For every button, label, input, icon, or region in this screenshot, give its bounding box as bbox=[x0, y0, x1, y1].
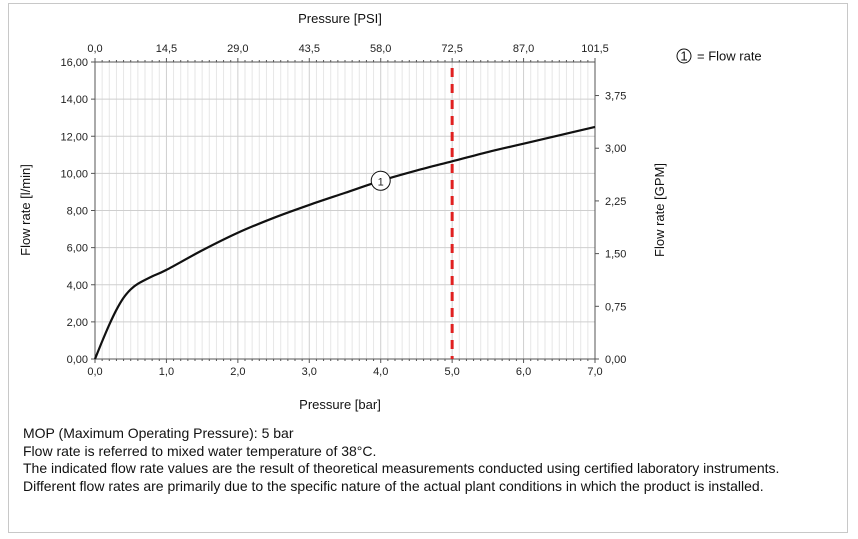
y-right-tick-label: 0,00 bbox=[605, 354, 626, 366]
bottom-axis-title: Pressure [bar] bbox=[299, 397, 381, 412]
x-top-tick-label: 0,0 bbox=[87, 43, 102, 55]
legend-text: = Flow rate bbox=[697, 49, 762, 64]
tick-labels: 0,0 1,0 2,0 3,0 4,0 5,0 6,0 7,0 0,0 14,5 29,0 43,5 5… bbox=[60, 43, 626, 378]
y-right-tick-label: 3,00 bbox=[605, 143, 626, 155]
top-axis-title: Pressure [PSI] bbox=[298, 11, 382, 26]
y-left-tick-label: 8,00 bbox=[67, 206, 88, 218]
y-right-tick-label: 0,75 bbox=[605, 301, 626, 313]
legend-marker bbox=[676, 48, 692, 64]
y-left-tick-label: 2,00 bbox=[67, 317, 88, 329]
x-bottom-tick-label: 4,0 bbox=[373, 366, 388, 378]
y-left-tick-label: 16,00 bbox=[60, 57, 88, 69]
x-bottom-tick-label: 1,0 bbox=[159, 366, 174, 378]
x-bottom-tick-label: 0,0 bbox=[87, 366, 102, 378]
y-right-tick-label: 2,25 bbox=[605, 196, 626, 208]
x-bottom-tick-label: 3,0 bbox=[302, 366, 317, 378]
note-plant-conditions: Different flow rates are primarily due t… bbox=[23, 477, 764, 494]
right-axis-title: Flow rate [GPM] bbox=[652, 163, 667, 257]
series-marker-label: 1 bbox=[378, 176, 384, 188]
axes bbox=[91, 58, 599, 363]
y-right-tick-label: 1,50 bbox=[605, 249, 626, 261]
flow-rate-series-line bbox=[93, 125, 596, 360]
x-top-tick-label: 58,0 bbox=[370, 43, 391, 55]
legend: 1 = Flow rate bbox=[676, 48, 762, 64]
chart-notes: MOP (Maximum Operating Pressure): 5 bar … bbox=[23, 425, 823, 495]
y-left-tick-label: 4,00 bbox=[67, 280, 88, 292]
series-marker-circle bbox=[370, 170, 391, 191]
x-bottom-tick-label: 7,0 bbox=[587, 366, 602, 378]
y-left-tick-label: 12,00 bbox=[60, 131, 88, 143]
flow-rate-chart: 1 0,0 1,0 2,0 3,0 4,0 5,0 6,0 7,0 0,0 14,5 29,0 43,… bbox=[18, 11, 762, 412]
note-mop: MOP (Maximum Operating Pressure): 5 bar bbox=[23, 425, 294, 441]
y-left-tick-label: 0,00 bbox=[67, 354, 88, 366]
grid bbox=[95, 62, 595, 359]
left-axis-title: Flow rate [l/min] bbox=[18, 164, 33, 256]
series-group: 1 bbox=[93, 125, 596, 360]
x-bottom-tick-label: 6,0 bbox=[516, 366, 531, 378]
note-temperature: Flow rate is referred to mixed water tem… bbox=[23, 442, 377, 459]
note-measurement: The indicated flow rate values are the r… bbox=[23, 460, 780, 476]
x-top-tick-label: 14,5 bbox=[156, 43, 177, 55]
chart-frame bbox=[8, 3, 848, 533]
x-top-tick-label: 101,5 bbox=[581, 43, 609, 55]
y-right-tick-label: 3,75 bbox=[605, 91, 626, 103]
x-bottom-tick-label: 5,0 bbox=[444, 366, 459, 378]
y-left-tick-label: 14,00 bbox=[60, 94, 88, 106]
y-left-tick-label: 6,00 bbox=[67, 243, 88, 255]
legend-marker-label: 1 bbox=[680, 49, 687, 64]
x-bottom-tick-label: 2,0 bbox=[230, 366, 245, 378]
x-top-tick-label: 72,5 bbox=[441, 43, 462, 55]
y-left-tick-label: 10,00 bbox=[60, 168, 88, 180]
x-top-tick-label: 87,0 bbox=[513, 43, 534, 55]
x-top-tick-label: 43,5 bbox=[299, 43, 320, 55]
x-top-tick-label: 29,0 bbox=[227, 43, 248, 55]
